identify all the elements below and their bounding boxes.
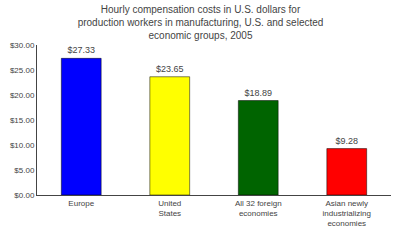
svg-text:$27.33: $27.33 bbox=[67, 45, 95, 55]
svg-text:$18.89: $18.89 bbox=[244, 88, 272, 98]
svg-text:UnitedStates: UnitedStates bbox=[158, 199, 181, 218]
svg-text:Europe: Europe bbox=[68, 199, 94, 208]
svg-text:Hourly compensation costs in U: Hourly compensation costs in U.S. dollar… bbox=[78, 4, 324, 41]
svg-text:$9.28: $9.28 bbox=[335, 136, 358, 146]
svg-text:$5.00: $5.00 bbox=[14, 166, 35, 175]
svg-text:$15.00: $15.00 bbox=[10, 116, 35, 125]
svg-text:$23.65: $23.65 bbox=[156, 64, 184, 74]
svg-text:$30.00: $30.00 bbox=[10, 41, 35, 50]
svg-text:$25.00: $25.00 bbox=[10, 66, 35, 75]
svg-text:$0.00: $0.00 bbox=[14, 191, 35, 200]
svg-text:All 32 foreigneconomies: All 32 foreigneconomies bbox=[235, 199, 282, 218]
svg-text:$20.00: $20.00 bbox=[10, 91, 35, 100]
svg-text:Asian newlyindustrializingecon: Asian newlyindustrializingeconomies bbox=[323, 199, 371, 229]
svg-text:$10.00: $10.00 bbox=[10, 141, 35, 150]
